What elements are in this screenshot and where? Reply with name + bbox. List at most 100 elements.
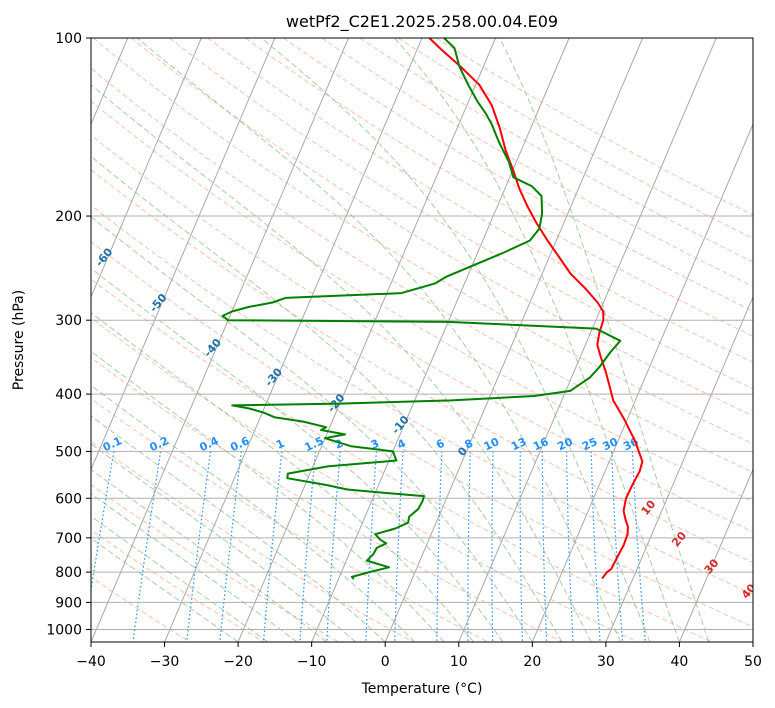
overlay-labels: 0.10.20.40.611.52346810131620253036-100-… bbox=[93, 245, 759, 601]
isotherm-line bbox=[91, 38, 349, 642]
x-tick-label: 40 bbox=[671, 654, 689, 670]
moist-adiabat-line bbox=[91, 155, 563, 642]
y-tick-label: 600 bbox=[55, 491, 82, 507]
temperature-profile-line bbox=[428, 38, 644, 580]
dry-adiabat-line bbox=[91, 204, 753, 595]
x-tick-label: 50 bbox=[744, 654, 762, 670]
y-tick-label: 900 bbox=[55, 595, 82, 611]
isotherm-line bbox=[752, 640, 753, 642]
y-axis: 100 200 300 400 500 600 700 800 900 1000 bbox=[46, 31, 91, 638]
dry-adiabat-line bbox=[91, 241, 753, 628]
chart-title: wetPf2_C2E1.2025.258.00.04.E09 bbox=[286, 12, 558, 32]
mixing-ratio-line bbox=[611, 451, 624, 642]
dry-adiabat-line bbox=[245, 38, 753, 337]
isotherm-line bbox=[458, 38, 717, 642]
y-tick-label: 100 bbox=[55, 31, 82, 47]
x-tick-label: −30 bbox=[150, 654, 180, 670]
mixing-ratio-line bbox=[299, 451, 317, 642]
mixing-ratio-line bbox=[541, 451, 548, 642]
mixing-ratio-label: 16 bbox=[531, 435, 551, 453]
moist-adiabat-line bbox=[91, 350, 445, 642]
dry-adiabat-label: -50 bbox=[147, 291, 170, 315]
isotherm-lines bbox=[91, 38, 753, 642]
moist-adiabat-label: 20 bbox=[669, 529, 689, 549]
mixing-ratio-line bbox=[365, 451, 378, 642]
dry-adiabat-line bbox=[91, 169, 753, 564]
mixing-ratio-line bbox=[467, 451, 471, 642]
x-tick-label: 10 bbox=[450, 654, 468, 670]
x-tick-label: 20 bbox=[523, 654, 541, 670]
moist-adiabat-label: 10 bbox=[639, 497, 659, 517]
mixing-ratio-line bbox=[566, 451, 574, 642]
mixing-ratio-line bbox=[519, 451, 524, 642]
mixing-ratio-line bbox=[91, 451, 115, 594]
dry-adiabat-line bbox=[283, 38, 753, 312]
y-axis-label: Pressure (hPa) bbox=[11, 290, 27, 390]
moist-adiabat-label: 30 bbox=[702, 556, 722, 576]
dry-adiabat-line bbox=[91, 357, 563, 642]
mixing-ratio-label: 36 bbox=[621, 435, 641, 453]
y-tick-label: 1000 bbox=[46, 622, 82, 638]
moist-adiabat-line bbox=[91, 468, 327, 642]
moist-adiabat-line bbox=[91, 216, 533, 642]
dry-adiabat-line bbox=[207, 38, 753, 363]
dry-adiabat-line bbox=[91, 317, 638, 642]
dry-adiabat-line bbox=[169, 38, 753, 390]
dry-adiabat-line bbox=[92, 38, 753, 445]
moist-adiabat-line bbox=[91, 311, 474, 642]
y-tick-label: 800 bbox=[55, 565, 82, 581]
mixing-ratio-label: 4 bbox=[395, 437, 408, 452]
isotherm-line bbox=[605, 295, 753, 642]
moist-adiabat-label: 40 bbox=[739, 581, 759, 601]
x-axis: −40 −30 −20 −10 0 10 20 30 40 50 bbox=[76, 642, 762, 670]
dry-adiabat-lines bbox=[91, 38, 753, 642]
moist-adiabat-line bbox=[136, 38, 622, 642]
y-tick-label: 300 bbox=[55, 313, 82, 329]
dry-adiabat-label: -60 bbox=[93, 245, 116, 269]
mixing-ratio-line bbox=[394, 451, 404, 642]
dry-adiabat-label: -30 bbox=[262, 365, 285, 389]
isotherm-line bbox=[384, 38, 644, 642]
isotherm-line bbox=[164, 38, 423, 642]
y-tick-label: 200 bbox=[55, 209, 82, 225]
y-tick-label: 400 bbox=[55, 387, 82, 403]
dry-adiabat-label: -40 bbox=[201, 336, 224, 360]
dry-adiabat-line bbox=[397, 38, 753, 239]
moist-adiabat-line bbox=[91, 537, 239, 642]
dry-adiabat-label: -10 bbox=[389, 413, 412, 437]
dry-adiabat-line bbox=[91, 67, 753, 473]
isotherm-line bbox=[237, 38, 497, 642]
dry-adiabat-line bbox=[91, 529, 265, 642]
isotherm-line bbox=[531, 123, 753, 642]
moist-adiabat-line bbox=[91, 492, 298, 642]
mixing-ratio-label: 25 bbox=[580, 435, 599, 453]
dry-adiabat-line bbox=[91, 484, 340, 642]
x-tick-label: 0 bbox=[381, 654, 390, 670]
dry-adiabat-line bbox=[91, 440, 414, 642]
dry-adiabat-line bbox=[91, 134, 753, 533]
moist-adiabat-line bbox=[499, 38, 710, 642]
dry-adiabat-line bbox=[321, 38, 753, 287]
mixing-ratio-label: 10 bbox=[482, 435, 502, 453]
x-tick-label: −20 bbox=[223, 654, 253, 670]
mixing-ratio-line bbox=[262, 451, 283, 642]
mixing-ratio-line bbox=[590, 451, 601, 642]
y-tick-label: 500 bbox=[55, 444, 82, 460]
mixing-ratio-label: 20 bbox=[555, 435, 575, 453]
mixing-ratio-label: 13 bbox=[509, 435, 528, 453]
moist-adiabat-lines bbox=[91, 38, 710, 642]
dry-adiabat-line bbox=[435, 38, 753, 216]
mixing-ratio-line bbox=[436, 451, 443, 642]
mixing-ratio-label: 30 bbox=[601, 435, 621, 453]
isotherm-line bbox=[91, 38, 202, 299]
moist-adiabat-line bbox=[91, 84, 592, 642]
dry-adiabat-line bbox=[91, 576, 190, 642]
dewpoint-profile-line bbox=[221, 38, 622, 580]
x-tick-label: 30 bbox=[597, 654, 615, 670]
moist-adiabat-line bbox=[260, 38, 651, 642]
y-tick-label: 700 bbox=[55, 531, 82, 547]
x-axis-label: Temperature (°C) bbox=[361, 681, 483, 697]
moist-adiabat-line bbox=[91, 415, 386, 642]
mixing-ratio-line bbox=[219, 451, 242, 642]
